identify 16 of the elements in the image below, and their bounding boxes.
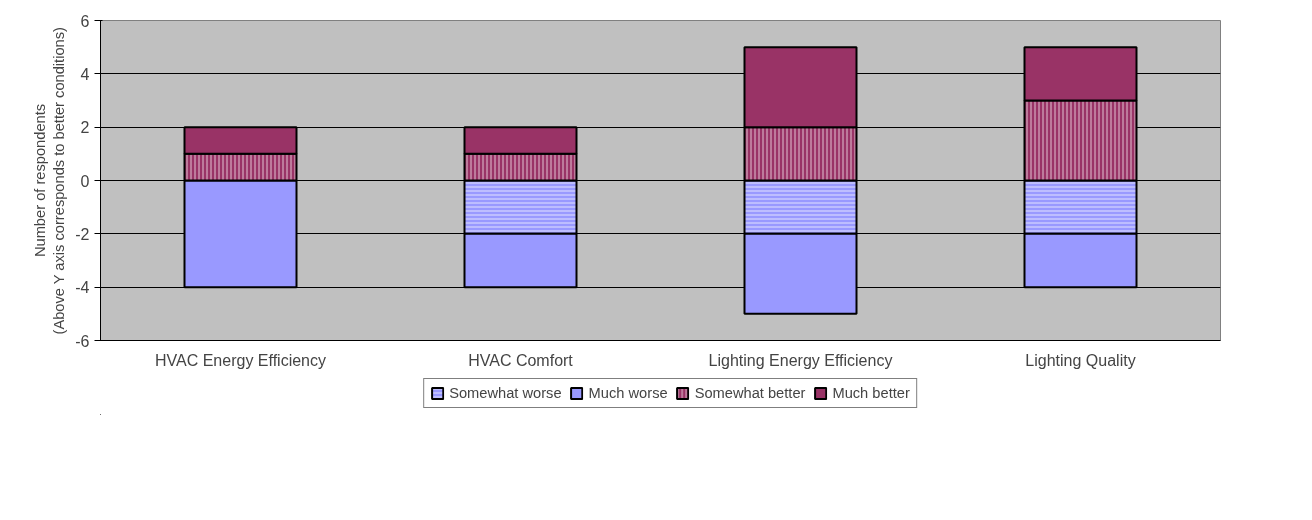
x-tick-label: Lighting Energy Efficiency xyxy=(708,351,893,369)
y-axis-title: Number of respondents (Above Y axis corresponds to better conditions) xyxy=(32,27,68,335)
x-tick-label: Lighting Quality xyxy=(1025,351,1136,369)
y-tick-label: -2 xyxy=(75,225,90,243)
y-tick-label: 0 xyxy=(80,172,90,190)
legend-label: Much better xyxy=(832,385,910,401)
y-tick-label: -4 xyxy=(75,279,90,297)
legend-label: Much worse xyxy=(588,385,668,401)
y-tick-label: 4 xyxy=(80,65,90,83)
legend-label: Somewhat worse xyxy=(449,385,562,401)
x-tick-label: HVAC Comfort xyxy=(468,351,574,369)
y-tick-label: -6 xyxy=(75,332,90,350)
y-tick-label: 6 xyxy=(80,12,90,30)
y-tick-label: 2 xyxy=(80,119,90,137)
legend-label: Somewhat better xyxy=(694,385,806,401)
x-tick-label: HVAC Energy Efficiency xyxy=(154,351,327,369)
